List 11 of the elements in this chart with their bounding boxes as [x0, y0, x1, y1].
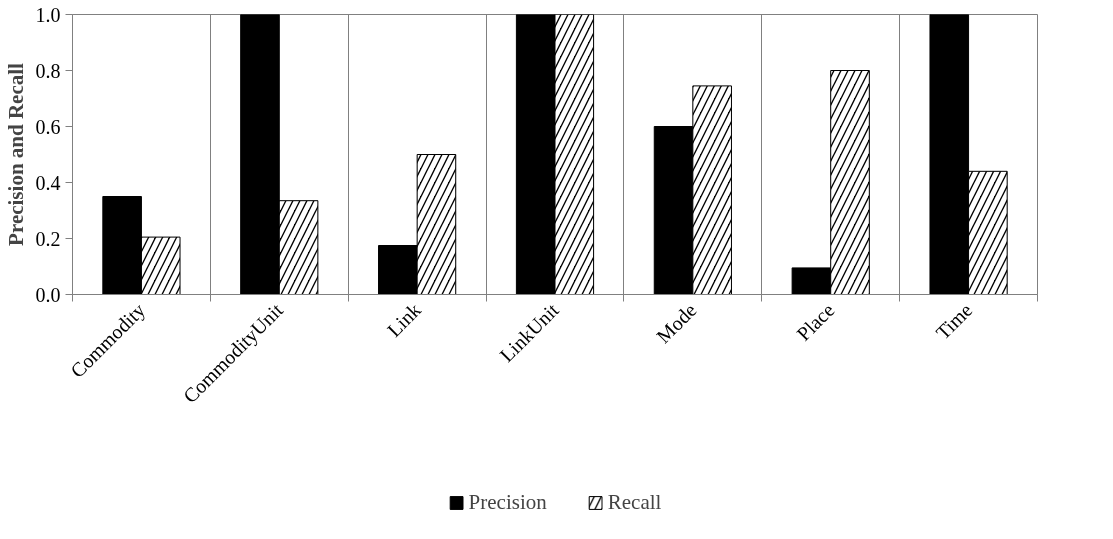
x-tick-label: Link	[382, 298, 425, 341]
y-tick-label: 0.6	[35, 115, 61, 138]
legend-label: Recall	[607, 489, 662, 515]
y-axis-title: Precision and Recall	[3, 62, 28, 246]
y-tick-label: 0.0	[35, 283, 61, 306]
legend-label: Precision	[468, 489, 547, 515]
y-tick-label: 0.8	[35, 59, 61, 82]
x-tick-label: Time	[931, 298, 977, 344]
y-tick-label: 0.4	[35, 171, 61, 194]
y-tick-label: 0.2	[35, 227, 61, 250]
y-tick-label: 1.0	[35, 3, 61, 26]
